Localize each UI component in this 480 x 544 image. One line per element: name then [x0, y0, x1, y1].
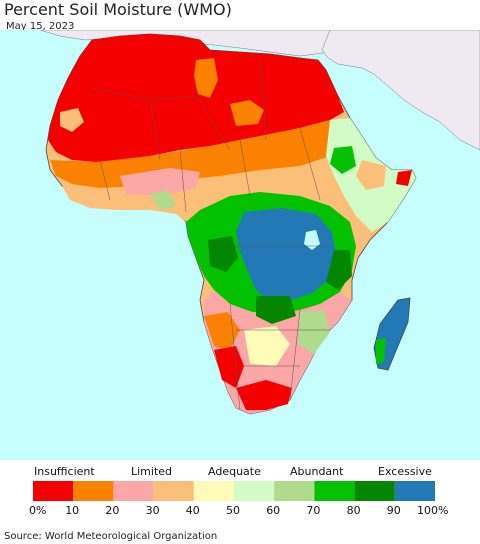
legend-tick-label: 0%: [29, 504, 47, 517]
angola-dry: [204, 312, 240, 350]
west-africa-coast: [62, 186, 186, 222]
legend-category-limited: Limited: [131, 465, 173, 478]
legend-tick-label: 90: [386, 504, 401, 517]
middle-east-landmass: [321, 30, 480, 151]
legend-swatch-5: [234, 481, 275, 501]
namibia-red: [214, 346, 244, 388]
legend-swatch-2: [113, 481, 154, 501]
sahel-band: [50, 120, 344, 188]
west-coast-green: [150, 190, 176, 210]
legend-swatch-8: [354, 481, 395, 501]
north-orange-patch-a: [194, 58, 218, 98]
legend-tick-label: 60: [266, 504, 281, 517]
legend-tick-label: 100%: [417, 504, 449, 517]
legend-swatch-6: [274, 481, 315, 501]
legend-tick-label: 80: [346, 504, 361, 517]
north-orange-patch-c: [230, 100, 264, 126]
zambia-dark-green: [256, 296, 296, 324]
legend-category-adequate: Adequate: [208, 465, 261, 478]
north-orange-patch-b: [60, 108, 84, 132]
somalia-red: [396, 170, 412, 186]
legend-category-excessive: Excessive: [378, 465, 432, 478]
lake-victoria: [304, 230, 320, 250]
legend-swatch-1: [73, 481, 114, 501]
mozambique-green: [298, 310, 330, 354]
legend-swatch-7: [314, 481, 355, 501]
map-title: Percent Soil Moisture (WMO): [4, 0, 232, 19]
madagascar-green: [376, 338, 386, 364]
legend-color-bar: [33, 481, 435, 501]
country-borders: [91, 59, 330, 411]
legend-swatch-9: [394, 481, 435, 501]
sahel-pink: [120, 168, 200, 196]
soil-moisture-map: [0, 30, 480, 460]
legend-tick-label: 10: [65, 504, 80, 517]
ethiopia-green: [330, 146, 356, 174]
legend-swatch-0: [33, 481, 74, 501]
legend-tick-label: 70: [306, 504, 321, 517]
legend-tick-label: 20: [105, 504, 120, 517]
horn-orange-patch: [356, 160, 386, 190]
botswana-yellow: [244, 326, 290, 366]
legend-swatch-3: [153, 481, 194, 501]
legend-swatch-4: [193, 481, 234, 501]
central-dark-green: [208, 236, 238, 272]
source-note: Source: World Meteorological Organizatio…: [4, 531, 218, 542]
legend-category-abundant: Abundant: [290, 465, 344, 478]
legend-category-insufficient: Insufficient: [34, 465, 95, 478]
sahara-dry-zone: [48, 34, 344, 162]
legend-tick-label: 50: [226, 504, 240, 517]
south-africa-red: [236, 380, 292, 410]
legend-tick-label: 40: [185, 504, 200, 517]
map-date: May 15, 2023: [6, 21, 75, 32]
legend-tick-label: 30: [145, 504, 160, 517]
east-dark-green: [326, 250, 352, 290]
